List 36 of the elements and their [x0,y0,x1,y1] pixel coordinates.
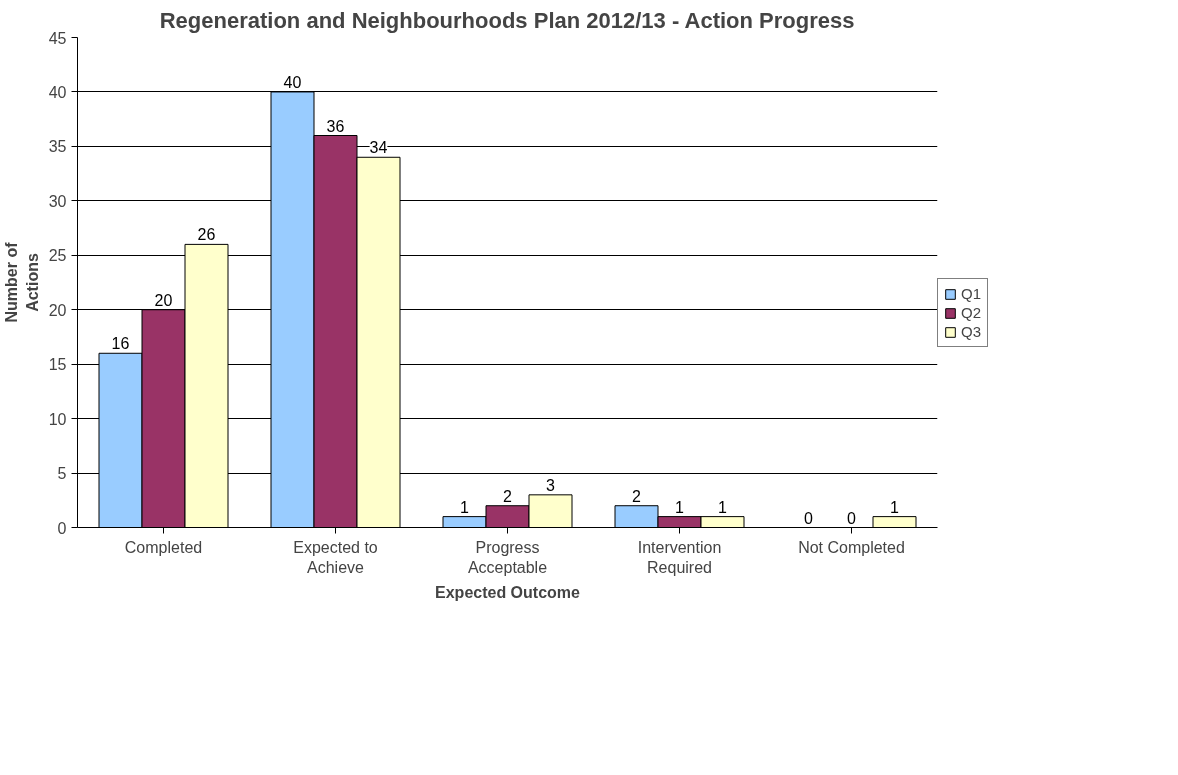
y-tick-label: 5 [57,465,67,483]
data-label: 34 [369,139,388,157]
y-tick-label: 10 [48,410,67,428]
y-tick-label: 30 [48,192,67,210]
data-label: 1 [890,498,900,516]
data-label: 3 [546,476,556,494]
y-tick-label: 0 [57,519,67,537]
y-tick-label: 35 [48,138,67,156]
legend-label: Q2 [961,304,982,321]
legend-label: Q1 [961,285,982,302]
data-label: 1 [718,498,728,516]
y-tick-label: 25 [48,247,67,265]
x-tick-label: Expected to Achieve [293,538,378,576]
y-tick-label: 45 [48,29,67,47]
data-label: 40 [283,73,302,91]
x-axis-title: Expected Outcome [435,583,581,601]
x-tick-label: Progress Acceptable [467,538,548,576]
y-tick-label: 15 [48,356,67,374]
x-tick-label: Intervention Required [637,538,722,576]
data-label: 1 [460,498,470,516]
x-tick-label: Completed [124,538,203,556]
data-label: 2 [503,487,513,505]
data-label: 36 [326,117,345,135]
data-label: 16 [111,335,130,353]
y-axis-title: Number of Actions [3,241,41,323]
y-tick-label: 40 [48,83,67,101]
legend-label: Q3 [961,323,982,340]
data-label: 2 [632,487,642,505]
x-tick-label: Not Completed [798,538,905,556]
data-label: 26 [197,226,216,244]
data-label: 1 [675,498,685,516]
data-label: 0 [847,509,857,527]
y-tick-label: 20 [48,301,67,319]
chart-title: Regeneration and Neighbourhoods Plan 2012/13 - Action Progress [159,7,855,33]
data-label: 0 [804,509,814,527]
data-label: 20 [154,291,173,309]
